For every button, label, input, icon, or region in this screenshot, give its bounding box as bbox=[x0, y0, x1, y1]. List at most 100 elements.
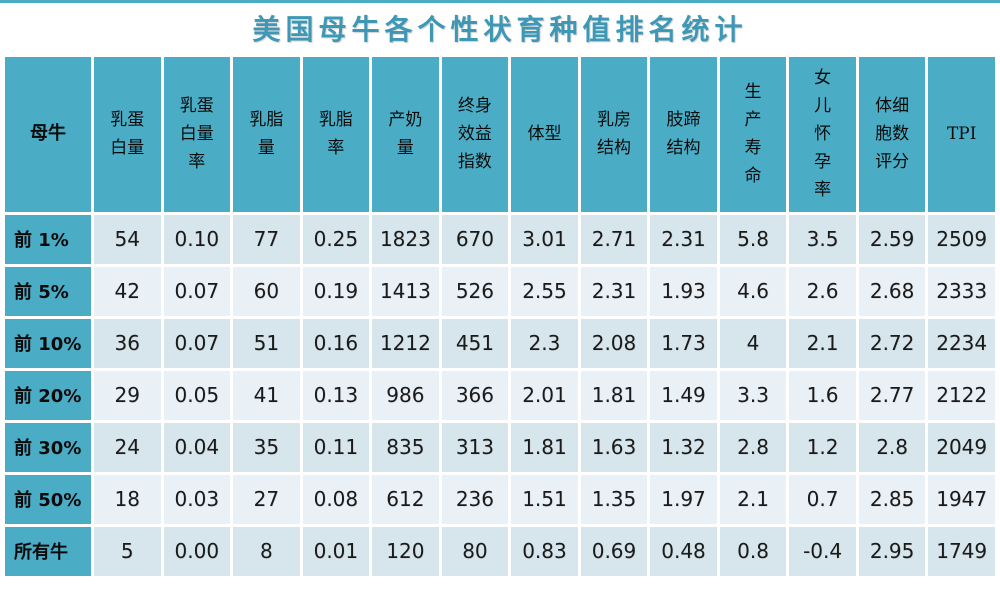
table-cell: 35 bbox=[233, 422, 300, 472]
row-label: 所有牛 bbox=[5, 526, 91, 576]
table-cell: 1.81 bbox=[580, 370, 648, 420]
table-cell: 1.32 bbox=[650, 422, 717, 472]
table-row: 前 1% 54 0.10 77 0.25 1823 670 3.01 2.71 2.31 5.8 3.… bbox=[5, 214, 995, 264]
table-cell: 0.25 bbox=[302, 214, 370, 264]
table-cell: 0.19 bbox=[302, 266, 370, 316]
table-cell: 4.6 bbox=[719, 266, 787, 316]
table-cell: 1947 bbox=[928, 474, 995, 524]
table-cell: 0.69 bbox=[580, 526, 648, 576]
row-label: 前 10% bbox=[5, 318, 91, 368]
table-cell: 4 bbox=[719, 318, 787, 368]
table-cell: 0.07 bbox=[163, 266, 231, 316]
table-cell: 2.01 bbox=[511, 370, 578, 420]
table-cell: 0.03 bbox=[163, 474, 231, 524]
table-cell: 80 bbox=[441, 526, 509, 576]
table-cell: 0.13 bbox=[302, 370, 370, 420]
table-cell: 2.85 bbox=[858, 474, 926, 524]
row-label: 前 1% bbox=[5, 214, 91, 264]
table-cell: 5.8 bbox=[719, 214, 787, 264]
table-cell: 2.8 bbox=[858, 422, 926, 472]
table-cell: 1.6 bbox=[789, 370, 856, 420]
table-row: 前 50% 18 0.03 27 0.08 612 236 1.51 1.35 1.97 2.1 0.… bbox=[5, 474, 995, 524]
table-cell: 1.51 bbox=[511, 474, 578, 524]
column-header: 乳蛋 白量 bbox=[94, 56, 161, 212]
table-cell: 2.1 bbox=[789, 318, 856, 368]
column-header: 生 产 寿 命 bbox=[719, 56, 787, 212]
page-title: 美国母牛各个性状育种值排名统计 bbox=[252, 13, 748, 46]
table-cell: 366 bbox=[441, 370, 509, 420]
table-cell: 0.7 bbox=[789, 474, 856, 524]
table-cell: 1.49 bbox=[650, 370, 717, 420]
table-cell: 0.08 bbox=[302, 474, 370, 524]
column-header: TPI bbox=[928, 56, 995, 212]
table-cell: 1.93 bbox=[650, 266, 717, 316]
row-label: 前 20% bbox=[5, 370, 91, 420]
table-cell: 0.10 bbox=[163, 214, 231, 264]
table-cell: 8 bbox=[233, 526, 300, 576]
table-cell: 42 bbox=[94, 266, 161, 316]
table-cell: 2.8 bbox=[719, 422, 787, 472]
table-cell: 2.3 bbox=[511, 318, 578, 368]
table-cell: 313 bbox=[441, 422, 509, 472]
table-cell: 3.5 bbox=[789, 214, 856, 264]
table-cell: 24 bbox=[94, 422, 161, 472]
header-row: 母牛 乳蛋 白量 乳蛋 白量 率乳脂 量乳脂 率产奶 量终身 效益 指数 体型 乳房 … bbox=[5, 56, 995, 212]
table-body: 前 1% 54 0.10 77 0.25 1823 670 3.01 2.71 2.31 5.8 3.… bbox=[5, 214, 995, 576]
table-cell: 236 bbox=[441, 474, 509, 524]
table-cell: 0.11 bbox=[302, 422, 370, 472]
table-cell: 612 bbox=[372, 474, 439, 524]
table-cell: 2509 bbox=[928, 214, 995, 264]
table-cell: -0.4 bbox=[789, 526, 856, 576]
table-row: 前 5% 42 0.07 60 0.19 1413 526 2.55 2.31 1.93 4.6 2.… bbox=[5, 266, 995, 316]
table-cell: 0.05 bbox=[163, 370, 231, 420]
table-cell: 54 bbox=[94, 214, 161, 264]
column-header: 终身 效益 指数 bbox=[441, 56, 509, 212]
table-cell: 3.01 bbox=[511, 214, 578, 264]
table-cell: 2.59 bbox=[858, 214, 926, 264]
column-header: 乳蛋 白量 率 bbox=[163, 56, 231, 212]
corner-header: 母牛 bbox=[5, 56, 91, 212]
table-cell: 2.72 bbox=[858, 318, 926, 368]
table-cell: 0.8 bbox=[719, 526, 787, 576]
top-border-line bbox=[0, 0, 1000, 3]
table-cell: 2.71 bbox=[580, 214, 648, 264]
row-label: 前 5% bbox=[5, 266, 91, 316]
column-header: 乳房 结构 bbox=[580, 56, 648, 212]
table-cell: 27 bbox=[233, 474, 300, 524]
table-cell: 1.2 bbox=[789, 422, 856, 472]
table-cell: 670 bbox=[441, 214, 509, 264]
column-header: 乳脂 率 bbox=[302, 56, 370, 212]
table-cell: 2.31 bbox=[650, 214, 717, 264]
column-header: 体型 bbox=[511, 56, 578, 212]
table-row: 所有牛 5 0.00 8 0.01 120 80 0.83 0.69 0.48 0.8 -0.4 2.9… bbox=[5, 526, 995, 576]
table-cell: 0.00 bbox=[163, 526, 231, 576]
table-cell: 0.07 bbox=[163, 318, 231, 368]
table-cell: 36 bbox=[94, 318, 161, 368]
table-cell: 835 bbox=[372, 422, 439, 472]
table-cell: 0.04 bbox=[163, 422, 231, 472]
table-cell: 2.95 bbox=[858, 526, 926, 576]
table-cell: 2.68 bbox=[858, 266, 926, 316]
table-cell: 5 bbox=[94, 526, 161, 576]
column-header: 女 儿 怀 孕 率 bbox=[789, 56, 856, 212]
table-row: 前 10% 36 0.07 51 0.16 1212 451 2.3 2.08 1.73 4 2.1 2… bbox=[5, 318, 995, 368]
table-row: 前 20% 29 0.05 41 0.13 986 366 2.01 1.81 1.49 3.3 1.… bbox=[5, 370, 995, 420]
column-header: 产奶 量 bbox=[372, 56, 439, 212]
table-cell: 2.31 bbox=[580, 266, 648, 316]
table-cell: 29 bbox=[94, 370, 161, 420]
table-cell: 1.35 bbox=[580, 474, 648, 524]
table-cell: 0.48 bbox=[650, 526, 717, 576]
table-row: 前 30% 24 0.04 35 0.11 835 313 1.81 1.63 1.32 2.8 1.… bbox=[5, 422, 995, 472]
table-cell: 1749 bbox=[928, 526, 995, 576]
table-cell: 1.81 bbox=[511, 422, 578, 472]
table-cell: 77 bbox=[233, 214, 300, 264]
table-cell: 2333 bbox=[928, 266, 995, 316]
table-cell: 1.73 bbox=[650, 318, 717, 368]
table-cell: 1212 bbox=[372, 318, 439, 368]
table-cell: 51 bbox=[233, 318, 300, 368]
table-cell: 0.16 bbox=[302, 318, 370, 368]
table-cell: 60 bbox=[233, 266, 300, 316]
table-cell: 0.83 bbox=[511, 526, 578, 576]
table-cell: 2.1 bbox=[719, 474, 787, 524]
table-cell: 2049 bbox=[928, 422, 995, 472]
